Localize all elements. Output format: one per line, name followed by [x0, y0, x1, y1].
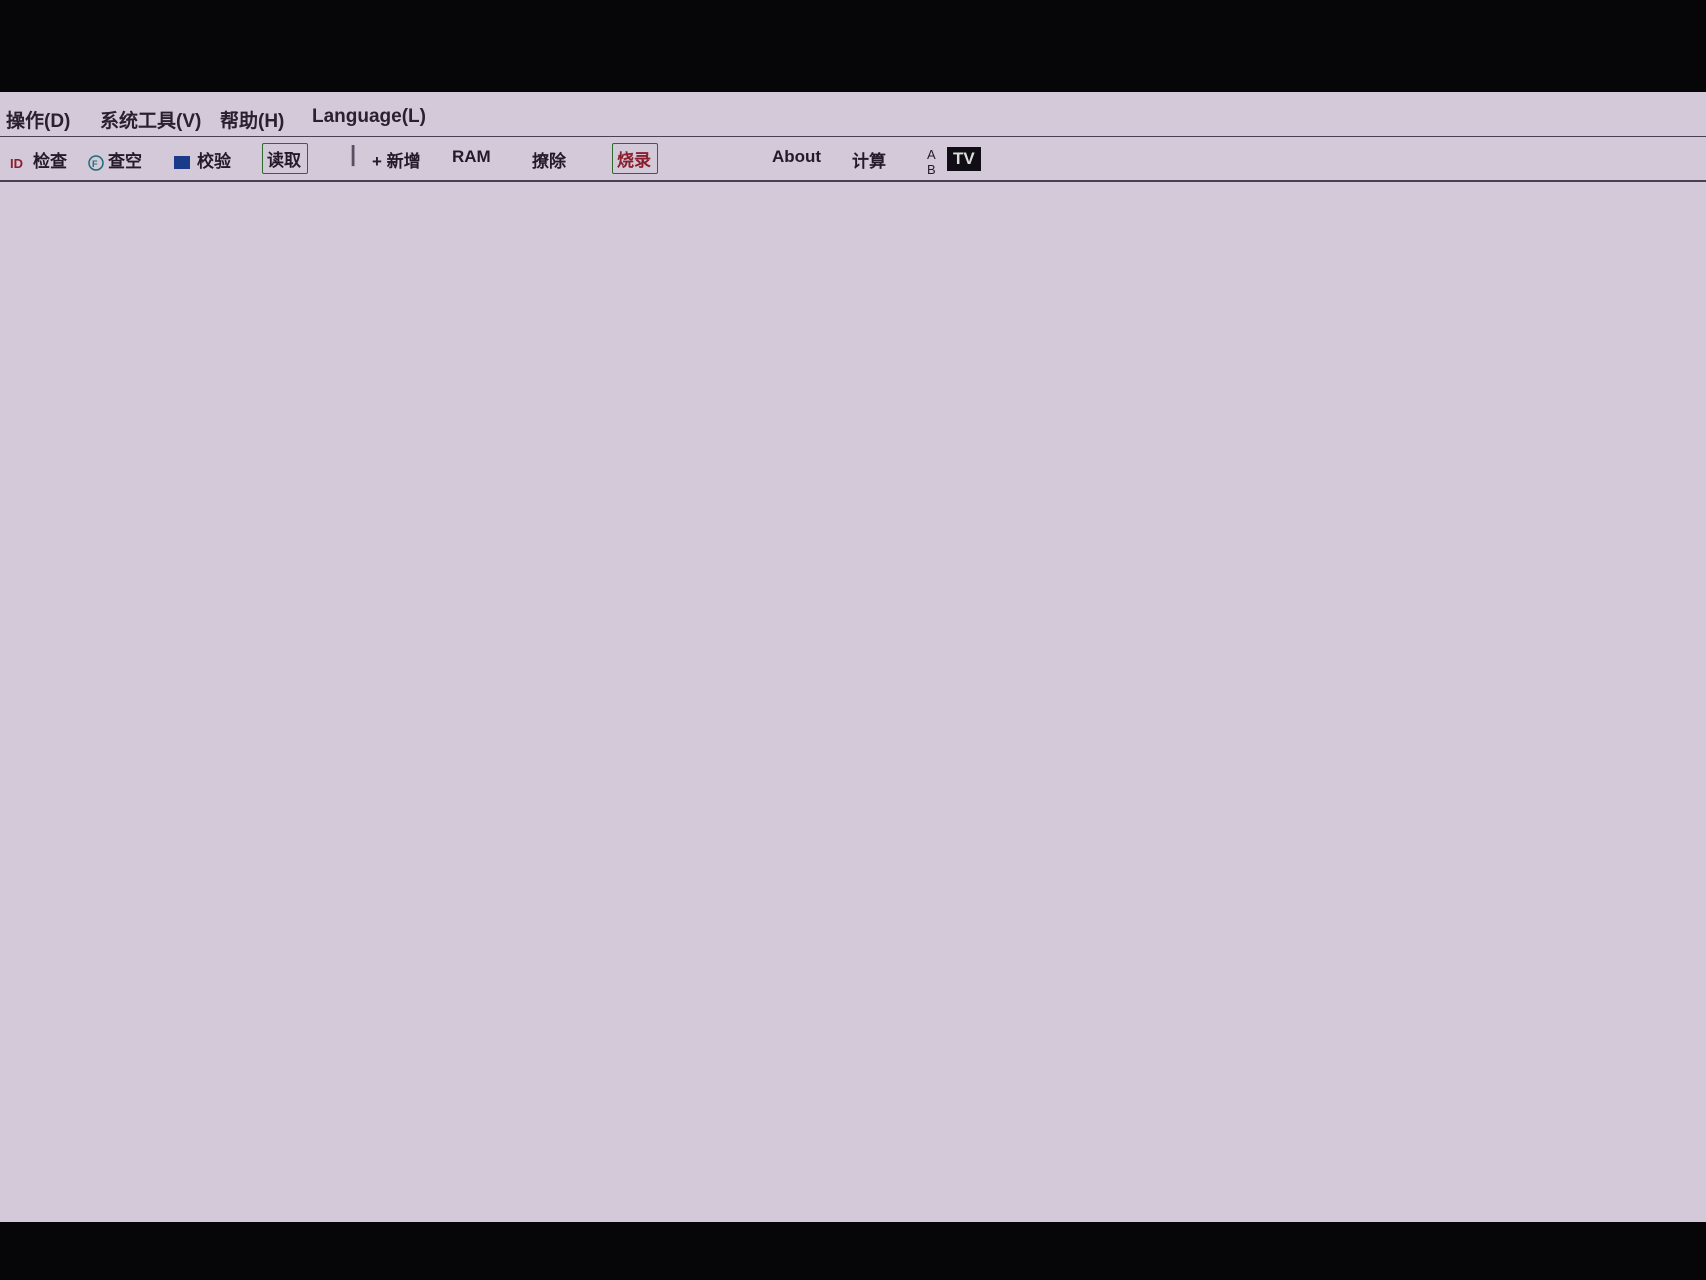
svg-text:F: F: [92, 159, 98, 169]
svg-text:ID: ID: [10, 156, 23, 171]
